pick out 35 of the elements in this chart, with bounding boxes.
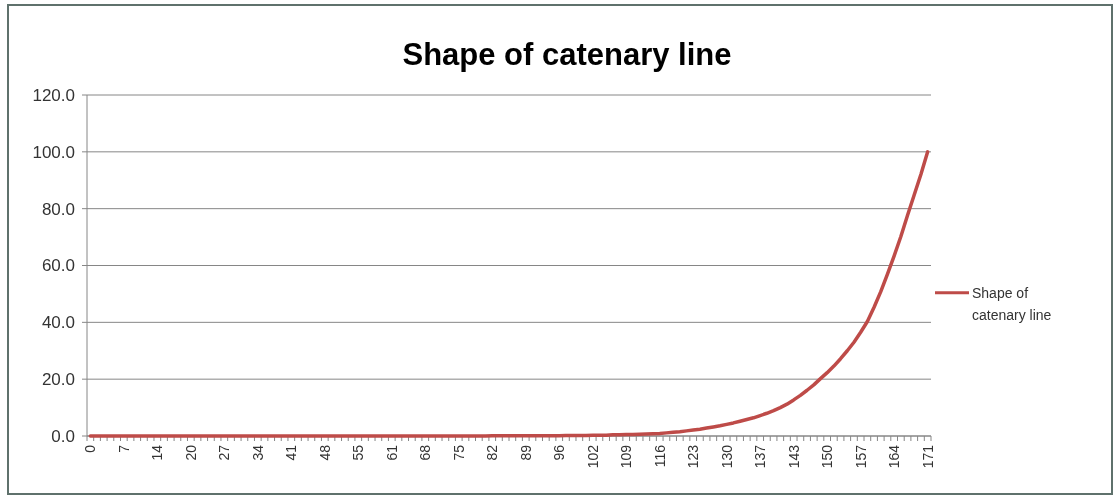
- x-tick-label: 116: [651, 444, 668, 468]
- x-tick-label: 171: [919, 444, 936, 469]
- x-tick-label: 55: [350, 444, 367, 461]
- x-tick-label: 109: [618, 444, 635, 469]
- x-tick-label: 130: [718, 444, 735, 469]
- x-tick-label: 20: [182, 444, 199, 461]
- x-tick-label: 164: [886, 444, 903, 469]
- y-tick-label: 120.0: [32, 85, 75, 105]
- x-tick-label: 41: [283, 444, 300, 461]
- x-tick-label: 75: [450, 444, 467, 461]
- x-tick-label: 7: [115, 444, 132, 453]
- chart-title: Shape of catenary line: [402, 37, 732, 72]
- x-tick-label: 61: [383, 444, 400, 461]
- x-tick-label: 102: [584, 444, 601, 469]
- y-tick-label: 100.0: [32, 142, 75, 162]
- x-tick-label: 68: [417, 444, 434, 461]
- x-tick-label: 34: [249, 444, 266, 461]
- y-tick-label: 60.0: [41, 256, 75, 276]
- y-tick-label: 40.0: [41, 313, 75, 333]
- x-tick-label: 82: [484, 444, 501, 461]
- x-tick-label: 157: [852, 444, 869, 469]
- legend-label: Shape of catenary line: [972, 284, 1052, 323]
- x-tick-label: 0: [82, 444, 99, 453]
- x-tick-label: 137: [752, 444, 769, 469]
- x-tick-label: 27: [216, 444, 233, 461]
- x-tick-label: 89: [517, 444, 534, 461]
- x-tick-label: 14: [149, 444, 166, 461]
- y-tick-label: 0.0: [51, 426, 75, 446]
- x-tick-label: 123: [685, 444, 702, 469]
- x-tick-label: 150: [819, 444, 836, 469]
- x-tick-label: 143: [785, 444, 802, 469]
- y-tick-label: 80.0: [41, 199, 75, 219]
- x-tick-label: 48: [316, 444, 333, 461]
- y-tick-label: 20.0: [41, 370, 75, 390]
- x-tick-label: 96: [551, 444, 568, 461]
